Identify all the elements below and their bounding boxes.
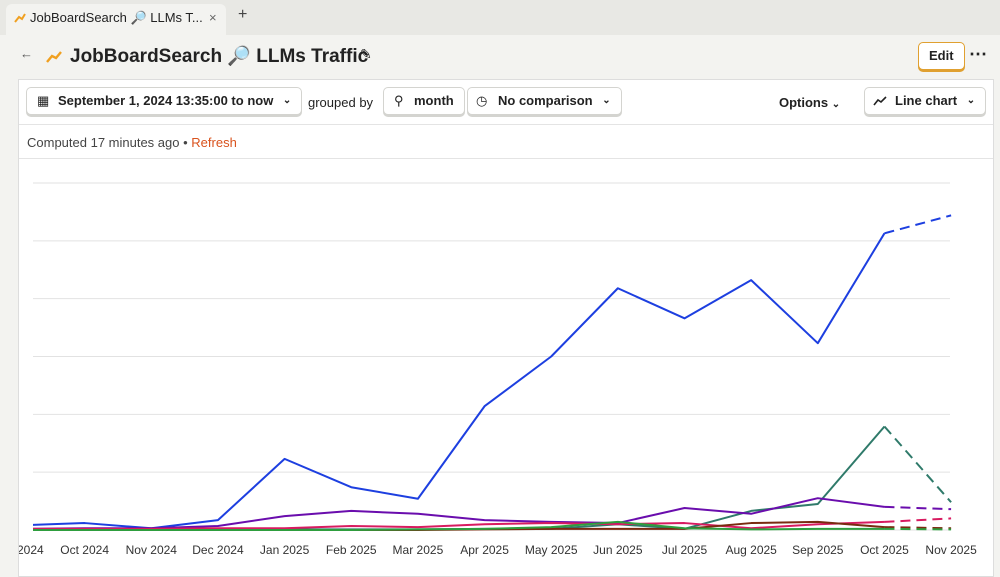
grouped-by-label: grouped by (308, 95, 374, 110)
series-line (33, 497, 885, 530)
refresh-link[interactable]: Refresh (191, 135, 237, 150)
x-tick-label: Aug 2025 (725, 543, 777, 557)
divider (19, 124, 993, 125)
x-tick-label: Oct 2025 (860, 543, 909, 557)
x-tick-label: Oct 2024 (60, 543, 109, 557)
separator: • (183, 135, 188, 150)
clock-icon: ◷ (476, 93, 488, 108)
comparison-button[interactable]: No comparison ◷ ⌄ (467, 87, 622, 115)
options-button[interactable]: Options ⌄ (779, 95, 841, 110)
series-line (33, 520, 885, 530)
x-axis: Sep 2024 Oct 2024 Nov 2024 Dec 2024 Jan 2025… (0, 543, 977, 557)
grid (33, 182, 950, 531)
series-line-incomplete (883, 425, 952, 503)
tab-title: JobBoardSearch 🔎 LLMs T... (30, 10, 203, 25)
interval-button[interactable]: month ⚲ (383, 87, 465, 115)
pin-icon: ⚲ (394, 93, 404, 108)
x-tick-label: Sep 2024 (0, 543, 44, 557)
more-menu[interactable]: ⋯ (969, 44, 987, 64)
status-line: Computed 17 minutes ago • Refresh (27, 135, 237, 150)
line-icon (873, 96, 887, 106)
close-tab[interactable]: × (209, 10, 217, 25)
chevron: ⌄ (282, 95, 292, 106)
x-tick-label: Jan 2025 (260, 543, 310, 557)
trend-icon (14, 13, 26, 23)
chart-type: Line chart (895, 93, 958, 108)
series-line (33, 232, 886, 530)
x-tick-label: Mar 2025 (393, 543, 444, 557)
interval: month (414, 93, 454, 108)
chart-type-button[interactable]: Line chart ⌄ (864, 87, 987, 115)
series-line-incomplete (884, 527, 952, 531)
divider (19, 158, 993, 159)
chevron: ⌄ (966, 95, 976, 106)
x-tick-label: Jul 2025 (662, 543, 708, 557)
x-tick-label: Sep 2025 (792, 543, 844, 557)
series-line (33, 520, 885, 531)
date-range-button[interactable]: September 1, 2024 13:35:00 to now ▦ ⌄ (26, 87, 303, 115)
comparison: No comparison (498, 93, 593, 108)
back-button[interactable]: ← (20, 46, 33, 61)
tab-bar: JobBoardSearch 🔎 LLMs T... × + (0, 0, 1000, 35)
computed-text: Computed 17 minutes ago (27, 135, 180, 150)
x-tick-label: Dec 2024 (192, 543, 244, 557)
x-tick-label: Nov 2024 (126, 543, 178, 557)
tab[interactable]: JobBoardSearch 🔎 LLMs T... × (6, 4, 226, 35)
series-line-incomplete (884, 214, 952, 235)
series-line-incomplete (884, 505, 952, 511)
insight-card: September 1, 2024 13:35:00 to now ▦ ⌄ grou… (18, 79, 994, 577)
x-tick-label: Apr 2025 (460, 543, 509, 557)
plot (33, 214, 952, 531)
series-line-incomplete (884, 517, 952, 523)
rename-icon[interactable]: ✎ (360, 46, 372, 62)
options: Options (779, 95, 829, 110)
series-line-incomplete (884, 526, 952, 530)
new-tab[interactable]: + (238, 6, 248, 23)
edit-button[interactable]: Edit (918, 42, 965, 70)
insight-title: JobBoardSearch 🔎 LLMs Traffic (70, 46, 369, 67)
x-tick-label: Feb 2025 (326, 543, 377, 557)
trend-icon (46, 51, 62, 63)
chevron: ⌄ (602, 95, 611, 106)
date-range: September 1, 2024 13:35:00 to now (58, 93, 274, 108)
x-tick-label: Jun 2025 (593, 543, 643, 557)
x-tick-label: Nov 2025 (925, 543, 977, 557)
calendar-icon: ▦ (37, 93, 50, 108)
x-tick-label: May 2025 (525, 543, 578, 557)
